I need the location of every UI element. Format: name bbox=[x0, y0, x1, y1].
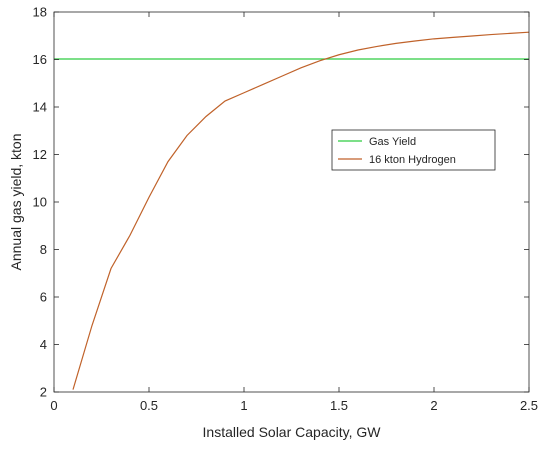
y-tick-label: 2 bbox=[40, 385, 47, 400]
y-tick-label: 16 bbox=[33, 52, 47, 67]
x-tick-label: 2 bbox=[430, 398, 437, 413]
y-tick-label: 10 bbox=[33, 195, 47, 210]
y-tick-label: 14 bbox=[33, 100, 47, 115]
y-axis-label: Annual gas yield, kton bbox=[8, 134, 24, 271]
legend-box bbox=[331, 129, 496, 171]
legend: Gas Yield 16 kton Hydrogen bbox=[331, 129, 496, 171]
series-layer bbox=[54, 31, 530, 390]
plot-background bbox=[54, 12, 529, 392]
x-tick-label: 0.5 bbox=[140, 398, 158, 413]
legend-label: Gas Yield bbox=[369, 136, 416, 148]
y-tick-label: 18 bbox=[33, 5, 47, 20]
y-tick-label: 4 bbox=[40, 337, 47, 352]
y-tick-label: 6 bbox=[40, 290, 47, 305]
x-tick-label: 1.5 bbox=[330, 398, 348, 413]
y-tick-label: 8 bbox=[40, 242, 47, 257]
y-tick-label: 12 bbox=[33, 147, 47, 162]
x-tick-label: 1 bbox=[240, 398, 247, 413]
series-line-2 bbox=[72, 31, 530, 390]
ticks-layer: 0 0.5 1 1.5 2 2.5 2 4 6 8 10 12 14 16 18 bbox=[33, 5, 539, 414]
legend-label: 16 kton Hydrogen bbox=[369, 154, 456, 166]
x-axis-label: Installed Solar Capacity, GW bbox=[203, 424, 382, 440]
x-tick-label: 0 bbox=[50, 398, 57, 413]
x-tick-label: 2.5 bbox=[520, 398, 538, 413]
